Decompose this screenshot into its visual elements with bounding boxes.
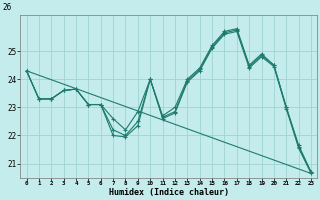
X-axis label: Humidex (Indice chaleur): Humidex (Indice chaleur) (109, 188, 229, 197)
Text: 26: 26 (3, 3, 12, 12)
